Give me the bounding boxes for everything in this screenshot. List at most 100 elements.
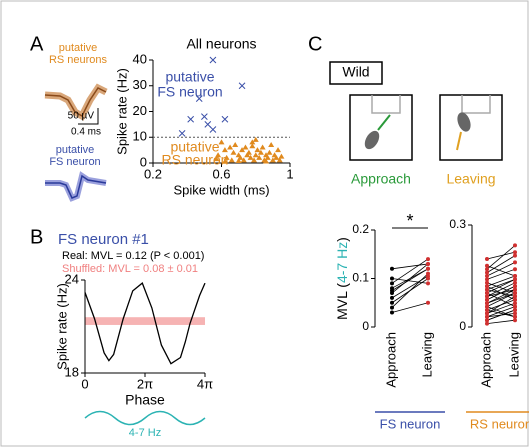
point: [276, 157, 283, 163]
point: [485, 267, 489, 272]
y-tick-label: 24: [65, 271, 79, 286]
group-label: FS neuron: [380, 416, 441, 431]
arena: [329, 61, 503, 161]
fs-waveform: [45, 174, 107, 199]
point: [513, 284, 517, 289]
point: [485, 257, 489, 261]
point: [239, 147, 246, 153]
point: [252, 136, 259, 142]
point: [178, 130, 186, 137]
y-tick-label: 40: [133, 51, 147, 66]
point: [513, 287, 517, 292]
point: [215, 152, 222, 158]
rs-label: RS neurons: [49, 54, 108, 66]
point: [264, 154, 271, 160]
point: [268, 141, 275, 147]
x-tick-label: Approach: [383, 332, 398, 388]
chart-title: FS neuron #1: [58, 231, 149, 248]
pair-line: [486, 251, 516, 260]
pair-line: [391, 302, 429, 313]
annotation: Shuffled: MVL = 0.08 ± 0.01: [62, 263, 198, 275]
pair-line: [486, 245, 516, 270]
point: [195, 95, 203, 102]
point: [390, 305, 394, 310]
point: [256, 154, 263, 160]
point: [513, 260, 517, 265]
point: [513, 250, 517, 255]
point: [513, 304, 517, 309]
point: [485, 287, 489, 292]
x-tick-label: 4π: [197, 376, 213, 391]
point: [513, 243, 517, 248]
x-tick-label: 0: [81, 376, 88, 391]
line: [84, 282, 206, 365]
point: [513, 277, 517, 282]
point: [238, 82, 246, 90]
point: [426, 257, 430, 262]
x-tick-label: 2π: [137, 376, 153, 391]
point: [485, 297, 489, 302]
point: [252, 152, 259, 158]
pair-line: [486, 309, 516, 321]
point: [485, 277, 489, 282]
point: [249, 139, 256, 145]
pair-line: [391, 263, 429, 294]
y-axis-label-part: ): [334, 237, 350, 242]
x-tick-label: Approach: [478, 332, 493, 388]
y-tick-label: 10: [133, 129, 147, 144]
pair-line: [486, 296, 516, 314]
pair-line: [486, 282, 516, 297]
y-tick-label: 20: [133, 103, 147, 118]
y-tick-label: 18: [65, 364, 79, 379]
point: [390, 288, 394, 293]
point: [485, 318, 489, 323]
panel-label: C: [308, 33, 322, 55]
y-tick-label: 0.2: [352, 222, 369, 236]
point: [209, 126, 217, 133]
pair-line: [486, 289, 516, 304]
scale-v: 50 µV: [68, 111, 95, 122]
point: [263, 158, 270, 164]
point: [273, 154, 280, 160]
group-label: RS neuron: [470, 416, 529, 431]
pair-line: [391, 268, 429, 291]
rs-waveform: [44, 87, 107, 118]
point: [426, 271, 430, 276]
point: [213, 156, 220, 162]
point: [235, 157, 242, 163]
x-tick-label: Leaving: [506, 332, 521, 378]
point: [485, 314, 489, 319]
point: [513, 294, 517, 299]
pair-line: [486, 255, 516, 273]
point: [390, 276, 394, 281]
x-tick-label: 0.2: [144, 166, 162, 181]
point: [275, 147, 282, 153]
scale-bar: [78, 108, 99, 125]
point: [223, 154, 230, 160]
pair-line: [486, 309, 516, 318]
x-tick-label: 1: [286, 166, 293, 181]
pair-line: [486, 262, 516, 277]
annotation: putative: [170, 139, 219, 155]
point: [269, 157, 276, 163]
point: [278, 153, 285, 159]
annotation: Real: MVL = 0.12 (P < 0.001): [62, 250, 204, 262]
point: [513, 301, 517, 306]
point: [513, 280, 517, 285]
point: [209, 56, 217, 64]
pair-line: [486, 302, 516, 314]
point: [513, 274, 517, 278]
point: [485, 294, 489, 299]
point: [513, 308, 517, 312]
leaving-label: Leaving: [446, 171, 495, 187]
pair-line: [391, 263, 429, 270]
panel-label: B: [30, 226, 43, 248]
annotation: RS neuron: [162, 152, 229, 168]
pair-line: [486, 275, 516, 287]
point: [485, 263, 489, 268]
annotation: FS neuron: [157, 84, 222, 100]
point: [240, 157, 247, 163]
panel-label: A: [30, 33, 44, 55]
y-tick-label: 30: [133, 77, 147, 92]
